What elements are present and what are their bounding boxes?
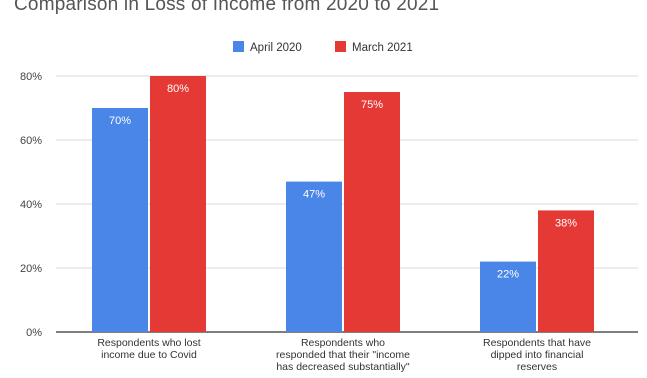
x-category-label-line: dipped into financial <box>491 349 584 361</box>
legend: April 2020 March 2021 <box>233 41 413 54</box>
legend-swatch <box>335 41 346 52</box>
chart-title: Comparison in Loss of Income from 2020 t… <box>14 0 440 15</box>
data-label: 22% <box>497 269 519 281</box>
y-axis: 0% 20% 40% 60% 80% <box>20 71 42 339</box>
legend-label: April 2020 <box>250 42 302 54</box>
y-tick-label: 40% <box>20 199 42 211</box>
y-tick-label: 0% <box>26 327 42 339</box>
data-label: 38% <box>555 217 577 229</box>
bar <box>480 261 536 332</box>
data-label: 70% <box>109 115 131 127</box>
x-category-label-line: Respondents who lost <box>97 337 200 349</box>
x-category-label: Respondents who lost income due to Covid <box>97 337 200 361</box>
x-category-label: Respondents that have dipped into financi… <box>483 337 591 373</box>
y-tick-label: 20% <box>20 263 42 275</box>
x-category-label-line: reserves <box>517 361 557 373</box>
x-category-label-line: responded that their "income <box>276 349 410 361</box>
y-tick-label: 80% <box>20 71 42 83</box>
x-category-label-line: income due to Covid <box>101 349 197 361</box>
x-category-label-line: Respondents that have <box>483 337 591 349</box>
data-label: 75% <box>361 99 383 111</box>
bar <box>344 92 400 332</box>
value-labels: 70% 80% 47% 75% 22% 38% <box>109 83 577 281</box>
bar <box>538 210 594 332</box>
bar <box>150 76 206 332</box>
x-category-label-line: has decreased substantially" <box>276 361 410 373</box>
x-axis: Respondents who lost income due to CovidR… <box>97 337 591 373</box>
legend-swatch <box>233 41 244 52</box>
data-label: 47% <box>303 189 325 201</box>
x-category-label-line: Respondents who <box>301 337 385 349</box>
bar <box>92 108 148 332</box>
bar <box>286 181 342 332</box>
bars <box>92 76 594 332</box>
data-label: 80% <box>167 83 189 95</box>
x-category-label: Respondents who responded that their "inc… <box>276 337 410 373</box>
y-tick-label: 60% <box>20 135 42 147</box>
legend-label: March 2021 <box>352 42 413 54</box>
